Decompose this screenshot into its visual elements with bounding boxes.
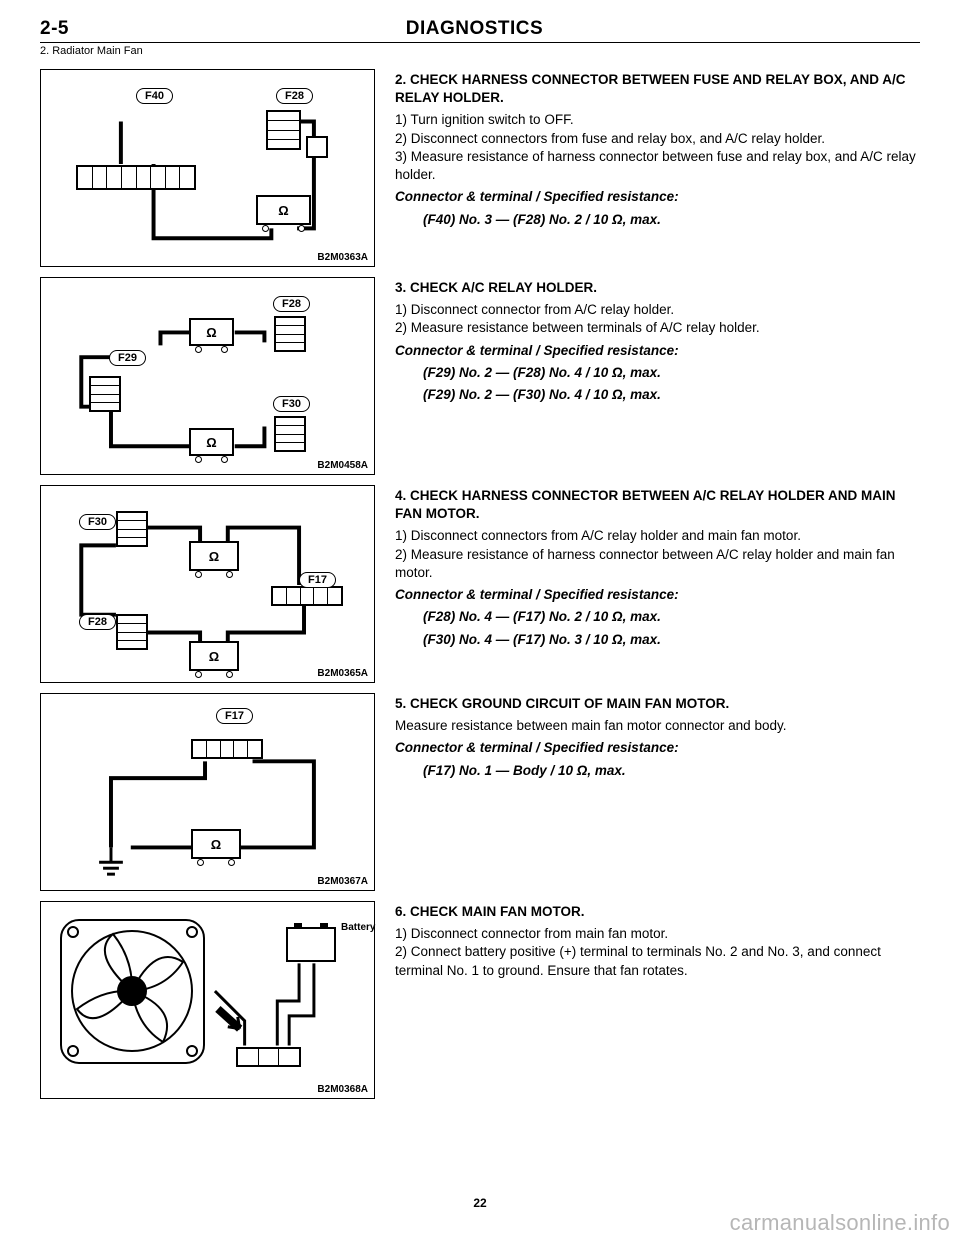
section-3: F28 F29 F30 Ω Ω B2M0458A 3. CHECK A/C RE… <box>40 277 920 475</box>
connector-label: F30 <box>79 514 116 530</box>
battery-icon <box>286 927 336 962</box>
connector-label: F40 <box>136 88 173 104</box>
step-title: 2. CHECK HARNESS CONNECTOR BETWEEN FUSE … <box>395 71 920 107</box>
page: 2-5 DIAGNOSTICS 2. Radiator Main Fan F40… <box>0 0 960 1242</box>
connector-icon <box>274 316 306 352</box>
step-title: 6. CHECK MAIN FAN MOTOR. <box>395 903 920 921</box>
step-title: 4. CHECK HARNESS CONNECTOR BETWEEN A/C R… <box>395 487 920 523</box>
step-line: 1) Disconnect connector from A/C relay h… <box>395 301 920 319</box>
connector-label: F17 <box>216 708 253 724</box>
spec-title: Connector & terminal / Specified resista… <box>395 342 920 360</box>
step-line: 2) Measure resistance of harness connect… <box>395 546 920 582</box>
connector-label: F28 <box>276 88 313 104</box>
section-2: F40 F28 Ω B2M0363A 2. CHECK HARNESS CONN… <box>40 69 920 267</box>
diagram-3: F28 F29 F30 Ω Ω B2M0458A <box>40 277 375 475</box>
connector-label: F28 <box>79 614 116 630</box>
step-line: 2) Disconnect connectors from fuse and r… <box>395 130 920 148</box>
connector-icon <box>89 376 121 412</box>
step-line: 3) Measure resistance of harness connect… <box>395 148 920 184</box>
step-line: Measure resistance between main fan moto… <box>395 717 920 735</box>
spec-line: (F29) No. 2 — (F28) No. 4 / 10 Ω, max. <box>395 364 920 382</box>
ohmmeter-icon: Ω <box>189 541 239 571</box>
connector-label: F29 <box>109 350 146 366</box>
step-line: 1) Disconnect connectors from A/C relay … <box>395 527 920 545</box>
text-col: 3. CHECK A/C RELAY HOLDER. 1) Disconnect… <box>395 277 920 404</box>
fan-icon <box>55 914 210 1069</box>
connector-icon <box>271 586 343 606</box>
connector-label: F17 <box>299 572 336 588</box>
content: F40 F28 Ω B2M0363A 2. CHECK HARNESS CONN… <box>40 69 920 1099</box>
spec-title: Connector & terminal / Specified resista… <box>395 586 920 604</box>
connector-label: F30 <box>273 396 310 412</box>
text-col: 2. CHECK HARNESS CONNECTOR BETWEEN FUSE … <box>395 69 920 229</box>
text-col: 4. CHECK HARNESS CONNECTOR BETWEEN A/C R… <box>395 485 920 649</box>
connector-icon <box>191 739 263 759</box>
diagram-2: F40 F28 Ω B2M0363A <box>40 69 375 267</box>
ohmmeter-icon: Ω <box>189 428 234 456</box>
connector-icon <box>274 416 306 452</box>
section-4: F30 F28 F17 Ω Ω B2M0365A 4. CHECK HARNES… <box>40 485 920 683</box>
section-6: Battery B2M0368A 6. CHECK MAIN FAN MOTOR… <box>40 901 920 1099</box>
spec-title: Connector & terminal / Specified resista… <box>395 188 920 206</box>
watermark: carmanualsonline.info <box>730 1210 950 1236</box>
ohmmeter-icon: Ω <box>189 318 234 346</box>
ohmmeter-icon: Ω <box>191 829 241 859</box>
spec-line: (F28) No. 4 — (F17) No. 2 / 10 Ω, max. <box>395 608 920 626</box>
connector-icon <box>116 614 148 650</box>
diagram-4: F30 F28 F17 Ω Ω B2M0365A <box>40 485 375 683</box>
step-line: 1) Turn ignition switch to OFF. <box>395 111 920 129</box>
ohmmeter-icon: Ω <box>189 641 239 671</box>
step-line: 2) Connect battery positive (+) terminal… <box>395 943 920 979</box>
wires-icon <box>41 694 374 890</box>
spec-line: (F29) No. 2 — (F30) No. 4 / 10 Ω, max. <box>395 386 920 404</box>
connector-icon <box>266 110 301 150</box>
page-header: 2-5 DIAGNOSTICS <box>40 18 920 43</box>
section-number: 2-5 <box>40 18 69 40</box>
connector-icon <box>236 1047 301 1067</box>
page-number: 22 <box>0 1196 960 1210</box>
text-col: 6. CHECK MAIN FAN MOTOR. 1) Disconnect c… <box>395 901 920 980</box>
step-line: 2) Measure resistance between terminals … <box>395 319 920 337</box>
diagram-5: F17 Ω B2M0367A <box>40 693 375 891</box>
diagram-6: Battery B2M0368A <box>40 901 375 1099</box>
battery-label: Battery <box>341 922 375 933</box>
spec-title: Connector & terminal / Specified resista… <box>395 739 920 757</box>
spec-line: (F30) No. 4 — (F17) No. 3 / 10 Ω, max. <box>395 631 920 649</box>
ohmmeter-icon: Ω <box>256 195 311 225</box>
terminal-icon <box>306 136 328 158</box>
page-title: DIAGNOSTICS <box>406 18 543 40</box>
spec-line: (F40) No. 3 — (F28) No. 2 / 10 Ω, max. <box>395 211 920 229</box>
page-subtitle: 2. Radiator Main Fan <box>40 45 920 57</box>
connector-icon <box>116 511 148 547</box>
connector-icon <box>76 165 196 190</box>
connector-label: F28 <box>273 296 310 312</box>
step-title: 3. CHECK A/C RELAY HOLDER. <box>395 279 920 297</box>
step-title: 5. CHECK GROUND CIRCUIT OF MAIN FAN MOTO… <box>395 695 920 713</box>
text-col: 5. CHECK GROUND CIRCUIT OF MAIN FAN MOTO… <box>395 693 920 780</box>
spec-line: (F17) No. 1 — Body / 10 Ω, max. <box>395 762 920 780</box>
section-5: F17 Ω B2M0367A 5. CHECK GROUND CIRCUIT O… <box>40 693 920 891</box>
step-line: 1) Disconnect connector from main fan mo… <box>395 925 920 943</box>
